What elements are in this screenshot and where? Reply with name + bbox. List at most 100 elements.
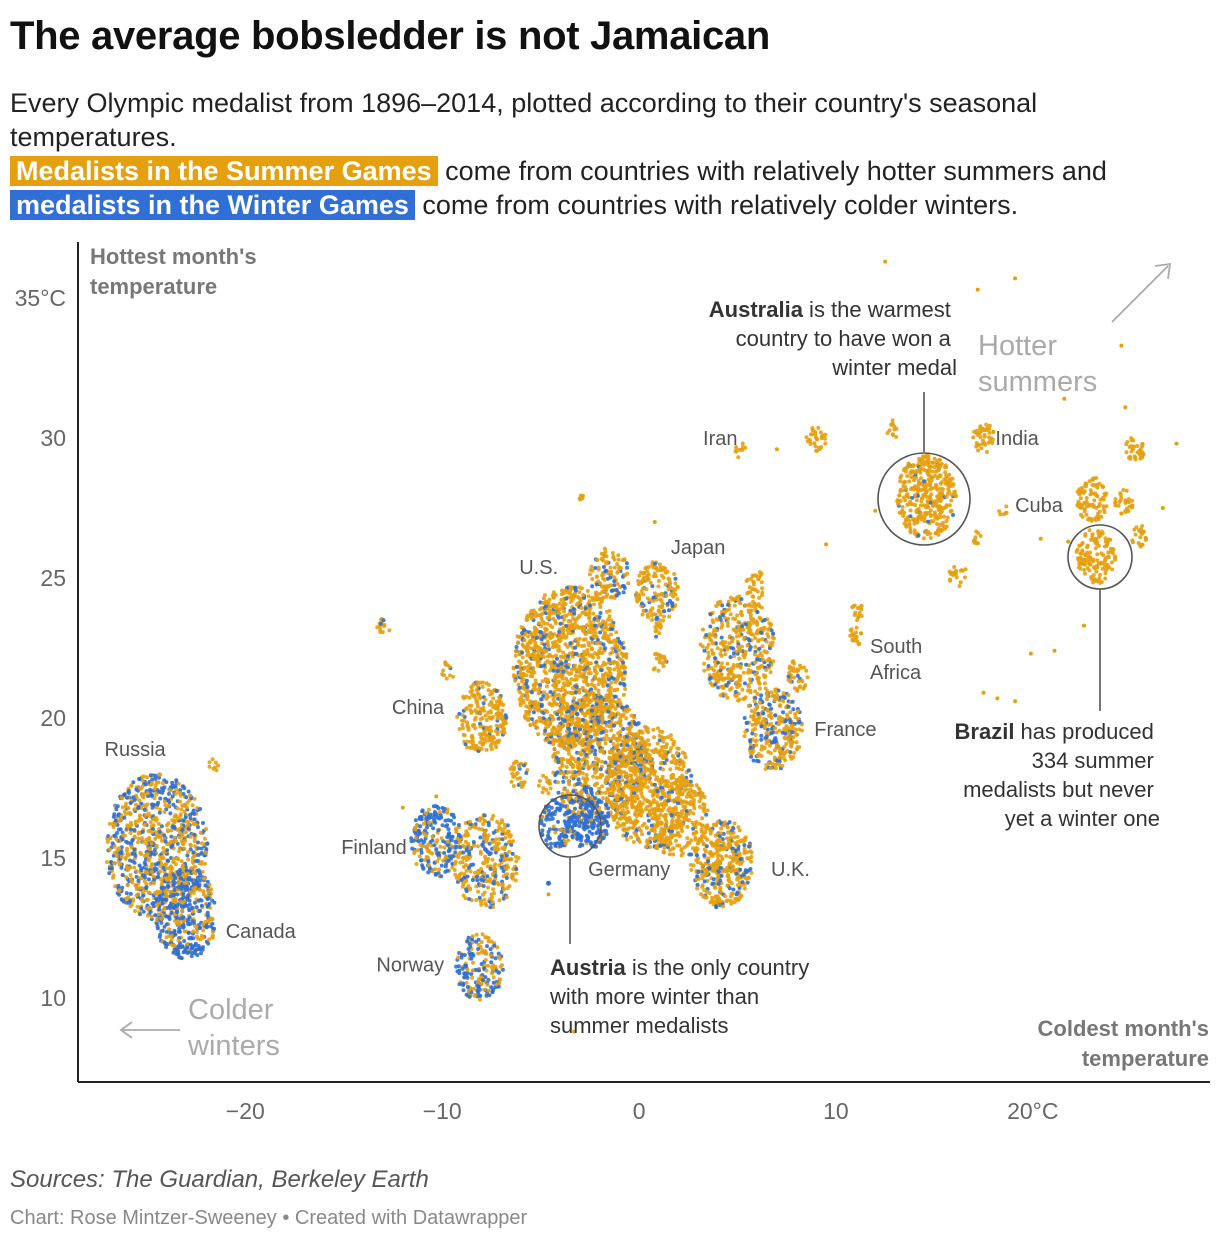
summer-medalist-dot	[536, 732, 541, 737]
summer-medalist-dot	[524, 691, 529, 696]
summer-medalist-dot	[569, 720, 574, 725]
summer-medalist-dot	[514, 871, 519, 876]
summer-medalist-dot	[553, 693, 558, 697]
winter-medalist-dot	[426, 870, 431, 875]
winter-medalist-dot	[198, 807, 203, 811]
winter-medalist-dot	[555, 770, 560, 775]
winter-medalist-dot	[469, 862, 474, 867]
summer-medalist-dot	[210, 934, 215, 939]
summer-medalist-dot	[517, 659, 522, 664]
summer-medalist-dot	[571, 616, 576, 621]
summer-medalist-dot	[158, 857, 163, 862]
summer-medalist-dot	[609, 760, 614, 764]
winter-medalist-dot	[188, 847, 193, 852]
winter-medalist-dot	[514, 665, 519, 669]
summer-medalist-dot	[156, 912, 161, 917]
summer-medalist-dot	[586, 594, 591, 599]
winter-medalist-dot	[153, 913, 158, 918]
winter-medalist-dot	[442, 851, 447, 855]
winter-medalist-dot	[452, 821, 456, 826]
summer-medalist-dot	[496, 841, 501, 846]
winter-medalist-dot	[617, 775, 622, 780]
summer-medalist-dot	[531, 701, 536, 706]
winter-medalist-dot	[449, 812, 454, 817]
summer-medalist-dot	[612, 712, 617, 717]
winter-medalist-dot	[196, 946, 201, 951]
summer-medalist-dot	[522, 665, 527, 670]
summer-medalist-dot	[519, 625, 524, 630]
summer-medalist-dot	[164, 823, 169, 828]
summer-medalist-dot	[457, 839, 462, 844]
summer-medalist-dot	[470, 934, 475, 939]
summer-medalist-dot	[380, 630, 385, 635]
winter-medalist-dot	[169, 844, 174, 849]
summer-medalist-dot	[607, 694, 612, 699]
summer-medalist-dot	[487, 729, 492, 734]
summer-medalist-dot	[581, 593, 586, 597]
summer-medalist-dot	[128, 820, 133, 825]
summer-medalist-dot	[198, 937, 203, 942]
winter-medalist-dot	[206, 941, 211, 946]
summer-medalist-dot	[589, 712, 594, 716]
summer-medalist-dot	[475, 704, 480, 709]
summer-medalist-dot	[463, 839, 468, 844]
summer-medalist-dot	[463, 832, 468, 837]
summer-medalist-dot	[636, 751, 641, 756]
winter-medalist-dot	[420, 863, 425, 868]
summer-medalist-dot	[470, 688, 475, 693]
summer-medalist-dot	[145, 791, 150, 796]
summer-medalist-dot	[430, 834, 435, 839]
summer-medalist-dot	[204, 827, 208, 831]
summer-medalist-dot	[490, 857, 495, 862]
winter-medalist-dot	[456, 823, 461, 827]
summer-medalist-dot	[125, 883, 130, 887]
winter-medalist-dot	[179, 886, 184, 891]
summer-medalist-dot	[484, 725, 489, 730]
summer-medalist-dot	[191, 929, 196, 934]
winter-medalist-dot	[485, 874, 490, 879]
summer-medalist-dot	[140, 784, 145, 789]
summer-medalist-dot	[514, 859, 519, 864]
winter-medalist-dot	[204, 925, 209, 930]
winter-medalist-dot	[477, 968, 481, 973]
summer-medalist-dot	[652, 735, 657, 740]
summer-medalist-dot	[203, 919, 208, 924]
winter-medalist-dot	[478, 835, 483, 840]
summer-medalist-dot	[169, 828, 174, 833]
winter-medalist-dot	[107, 866, 112, 871]
summer-medalist-dot	[491, 813, 496, 818]
summer-medalist-dot	[645, 767, 650, 772]
summer-medalist-dot	[485, 982, 490, 987]
summer-medalist-dot	[488, 896, 493, 901]
summer-medalist-dot	[616, 767, 621, 772]
winter-medalist-dot	[157, 907, 162, 912]
summer-medalist-dot	[591, 774, 596, 779]
summer-medalist-dot	[564, 765, 569, 769]
summer-medalist-dot	[607, 724, 612, 729]
winter-medalist-dot	[468, 944, 473, 949]
summer-medalist-dot	[543, 677, 548, 682]
summer-medalist-dot	[569, 775, 574, 780]
summer-medalist-dot	[622, 676, 626, 681]
winter-medalist-dot	[143, 782, 148, 787]
winter-medalist-dot	[171, 873, 176, 878]
summer-medalist-dot	[575, 595, 580, 599]
summer-medalist-dot	[559, 666, 564, 671]
summer-medalist-dot	[483, 713, 488, 718]
summer-medalist-dot	[630, 784, 635, 789]
summer-medalist-dot	[520, 679, 524, 684]
winter-medalist-dot	[159, 824, 164, 829]
summer-medalist-dot	[477, 694, 482, 699]
summer-medalist-dot	[133, 819, 138, 824]
summer-medalist-dot	[617, 648, 622, 653]
winter-medalist-dot	[564, 596, 569, 601]
winter-medalist-dot	[520, 631, 525, 635]
summer-medalist-dot	[610, 764, 615, 769]
summer-medalist-dot	[639, 736, 644, 741]
summer-medalist-dot	[546, 643, 551, 648]
summer-medalist-dot	[191, 909, 196, 914]
summer-medalist-dot	[620, 778, 625, 783]
winter-medalist-dot	[539, 702, 544, 707]
summer-medalist-dot	[186, 822, 191, 827]
summer-medalist-dot	[586, 744, 591, 749]
